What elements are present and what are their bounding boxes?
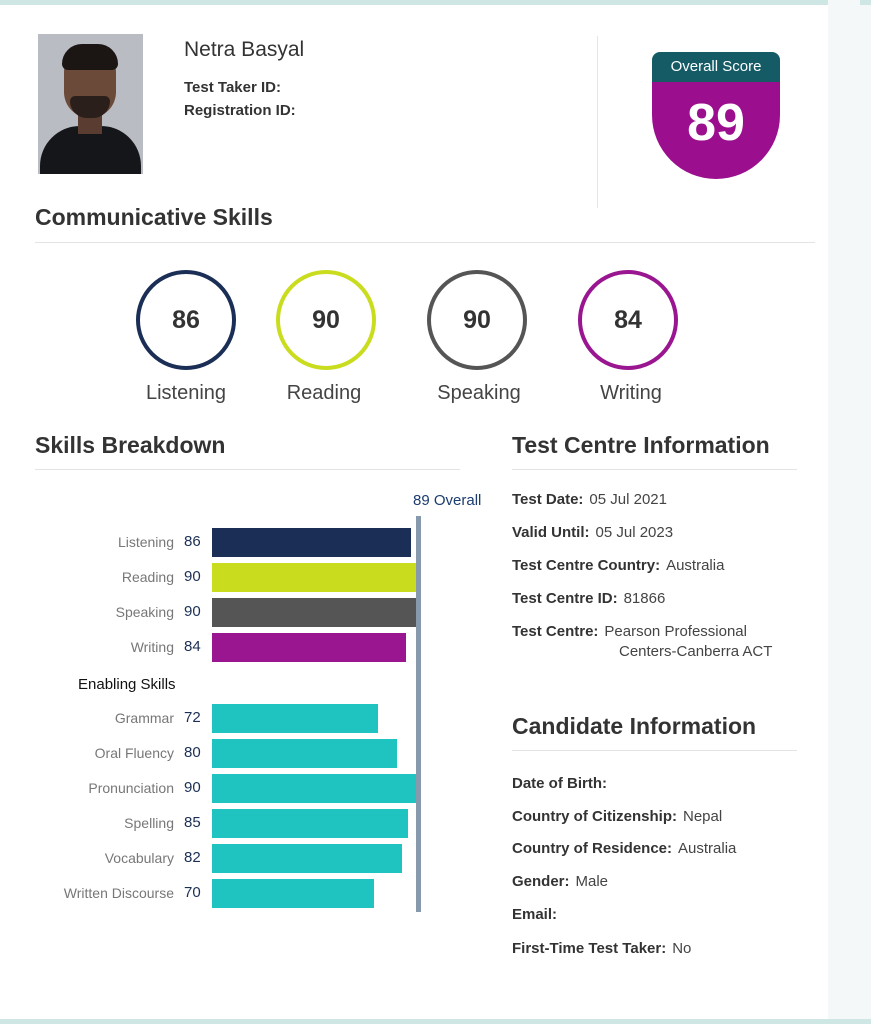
bar-label-vocabulary: Vocabulary — [104, 850, 174, 866]
bar-value-oral-fluency: 80 — [184, 744, 201, 761]
header-divider — [597, 36, 598, 208]
gender-label: Gender: — [512, 873, 570, 890]
test-centre-value-line1: Pearson Professional — [604, 623, 747, 640]
test-centre-country-row: Test Centre Country: Australia — [512, 557, 724, 574]
test-centre-row: Test Centre: Pearson Professional Centers-… — [512, 622, 772, 662]
bar-pronunciation — [212, 774, 420, 803]
communicative-skills-title: Communicative Skills — [35, 204, 273, 230]
top-accent-bar — [0, 0, 828, 5]
bar-label-writing: Writing — [130, 639, 174, 655]
first-time-row: First-Time Test Taker: No — [512, 940, 691, 957]
bar-label-reading: Reading — [121, 569, 174, 585]
reading-label: Reading — [286, 382, 362, 404]
writing-score-ring: 84 — [578, 270, 678, 370]
overall-marker-line — [415, 516, 421, 912]
bar-value-pronunciation: 90 — [184, 779, 201, 796]
test-taker-id-label: Test Taker ID: — [184, 79, 281, 96]
email-label: Email: — [512, 906, 558, 923]
test-centre-id-label: Test Centre ID: — [512, 590, 618, 607]
bar-label-pronunciation: Pronunciation — [88, 780, 174, 796]
residence-label: Country of Residence: — [512, 840, 673, 857]
candidate-info-divider — [512, 750, 797, 751]
overall-score-label: Overall Score — [652, 52, 780, 82]
candidate-photo — [38, 34, 143, 174]
registration-id-label: Registration ID: — [184, 102, 296, 119]
breakdown-divider — [35, 469, 460, 470]
bar-value-reading: 90 — [184, 568, 201, 585]
reading-score-ring: 90 — [276, 270, 376, 370]
listening-score-ring: 86 — [136, 270, 236, 370]
bar-label-spelling: Spelling — [124, 815, 174, 831]
bar-grammar — [212, 704, 379, 733]
test-date-label: Test Date: — [512, 491, 584, 508]
valid-until-row: Valid Until: 05 Jul 2023 — [512, 524, 673, 541]
gender-row: Gender: Male — [512, 873, 608, 890]
skills-breakdown-chart: 89 Overall Enabling Skills Listening 86 Re… — [0, 480, 500, 920]
communicative-divider — [35, 242, 815, 243]
bar-spelling — [212, 809, 409, 838]
bar-value-speaking: 90 — [184, 603, 201, 620]
bar-value-writing: 84 — [184, 638, 201, 655]
skills-breakdown-title: Skills Breakdown — [35, 432, 226, 458]
valid-until-value: 05 Jul 2023 — [595, 524, 674, 541]
bar-writing — [212, 633, 407, 662]
bar-vocabulary — [212, 844, 402, 873]
first-time-value: No — [672, 940, 692, 957]
speaking-score-ring: 90 — [427, 270, 527, 370]
bottom-accent-bar — [0, 1019, 871, 1024]
residence-value: Australia — [678, 840, 737, 857]
candidate-info-title: Candidate Information — [512, 713, 757, 739]
bar-label-speaking: Speaking — [115, 604, 174, 620]
test-date-value: 05 Jul 2021 — [589, 491, 667, 508]
residence-row: Country of Residence: Australia — [512, 840, 736, 857]
bar-label-listening: Listening — [117, 534, 174, 550]
citizenship-label: Country of Citizenship: — [512, 808, 677, 825]
bar-speaking — [212, 598, 420, 627]
bar-label-written-discourse: Written Discourse — [63, 885, 174, 901]
bar-oral-fluency — [212, 739, 397, 768]
enabling-skills-label: Enabling Skills — [78, 676, 176, 693]
test-centre-country-label: Test Centre Country: — [512, 557, 661, 574]
bar-value-listening: 86 — [184, 533, 201, 550]
test-centre-label: Test Centre: — [512, 623, 599, 640]
test-centre-id-value: 81866 — [623, 590, 666, 607]
bar-reading — [212, 563, 420, 592]
email-row: Email: — [512, 906, 563, 923]
dob-label: Date of Birth: — [512, 775, 607, 792]
bar-label-oral-fluency: Oral Fluency — [94, 745, 174, 761]
citizenship-row: Country of Citizenship: Nepal — [512, 808, 722, 825]
test-date-row: Test Date: 05 Jul 2021 — [512, 491, 667, 508]
bar-listening — [212, 528, 411, 557]
top-accent-bar-right — [860, 0, 871, 5]
test-centre-id-row: Test Centre ID: 81866 — [512, 590, 665, 607]
score-report-page — [0, 5, 828, 1019]
writing-label: Writing — [600, 382, 662, 404]
valid-until-label: Valid Until: — [512, 524, 590, 541]
candidate-name: Netra Basyal — [184, 38, 305, 61]
bar-value-grammar: 72 — [184, 709, 201, 726]
bar-written-discourse — [212, 879, 374, 908]
test-centre-title: Test Centre Information — [512, 432, 770, 458]
speaking-label: Speaking — [437, 382, 521, 404]
overall-score-badge: Overall Score 89 — [652, 52, 780, 179]
dob-row: Date of Birth: — [512, 775, 613, 792]
overall-marker-label: 89 Overall — [413, 492, 482, 509]
bar-value-written-discourse: 70 — [184, 884, 201, 901]
bar-value-vocabulary: 82 — [184, 849, 201, 866]
test-centre-country-value: Australia — [666, 557, 725, 574]
test-centre-value-line2: Centers-Canberra ACT — [619, 643, 773, 660]
bar-label-grammar: Grammar — [114, 710, 174, 726]
first-time-label: First-Time Test Taker: — [512, 940, 667, 957]
listening-label: Listening — [145, 382, 227, 404]
bar-value-spelling: 85 — [184, 814, 201, 831]
gender-value: Male — [575, 873, 609, 890]
overall-score-value: 89 — [652, 82, 780, 179]
citizenship-value: Nepal — [683, 808, 723, 825]
test-centre-divider — [512, 469, 797, 470]
